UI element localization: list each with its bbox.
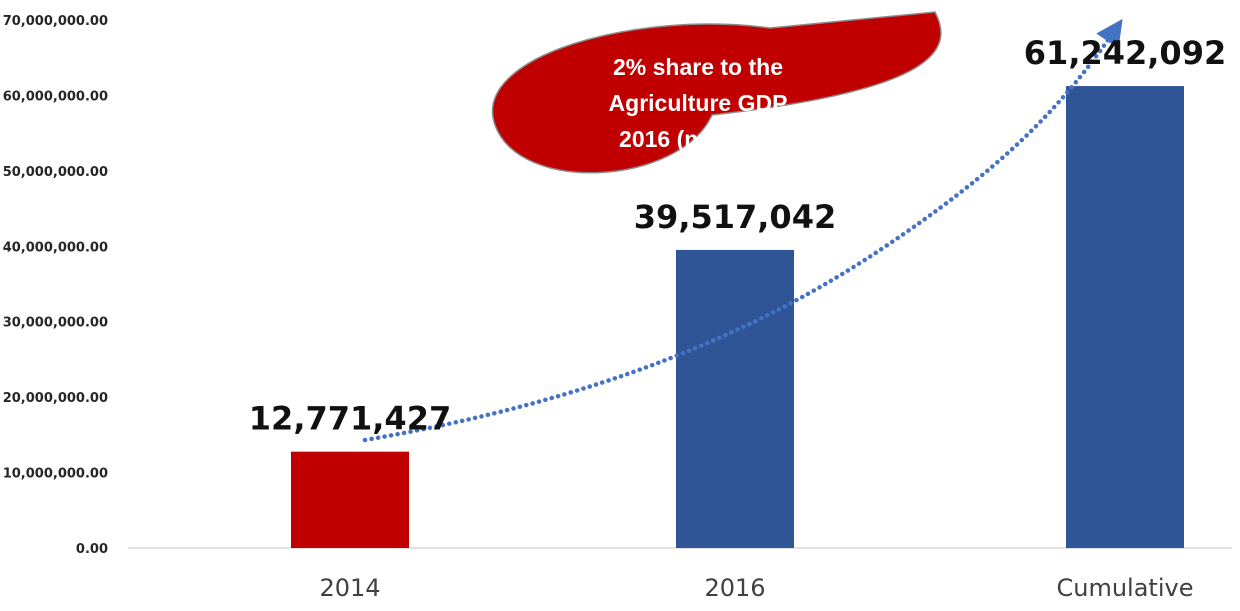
y-tick-label-0: 0.00: [76, 542, 108, 557]
callout-line-3: 2016 (non cocoa): [619, 126, 807, 152]
y-tick-label-3: 30,000,000.00: [3, 316, 108, 331]
x-category-label-2014: 2014: [319, 574, 380, 602]
bars: [291, 86, 1184, 549]
y-tick-label-2: 20,000,000.00: [3, 391, 108, 406]
bar-2016: [676, 249, 794, 549]
data-label-cumulative: 61,242,092: [1024, 34, 1226, 72]
y-tick-label-5: 50,000,000.00: [3, 165, 108, 180]
x-axis: 2014 2016 Cumulative: [319, 574, 1193, 602]
y-tick-label-7: 70,000,000.00: [3, 14, 108, 29]
bar-2014: [291, 451, 409, 548]
data-labels: 12,771,427 39,517,042 61,242,092: [249, 34, 1226, 438]
bar-cumulative: [1066, 86, 1184, 549]
x-category-label-2016: 2016: [704, 574, 765, 602]
data-label-2014: 12,771,427: [249, 400, 451, 438]
callout-line-1: 2% share to the: [613, 54, 783, 80]
y-axis: 0.00 10,000,000.00 20,000,000.00 30,000,…: [3, 14, 108, 557]
callout-bubble: [491, 11, 942, 174]
y-tick-label-6: 60,000,000.00: [3, 89, 108, 104]
trend-line: [362, 18, 1123, 443]
x-category-label-cumulative: Cumulative: [1057, 574, 1194, 602]
callout: 2% share to the Agriculture GDP 2016 (no…: [491, 11, 942, 174]
data-label-2016: 39,517,042: [634, 198, 836, 236]
callout-line-2: Agriculture GDP: [609, 90, 788, 116]
y-tick-label-4: 40,000,000.00: [3, 240, 108, 255]
y-tick-label-1: 10,000,000.00: [3, 467, 108, 482]
